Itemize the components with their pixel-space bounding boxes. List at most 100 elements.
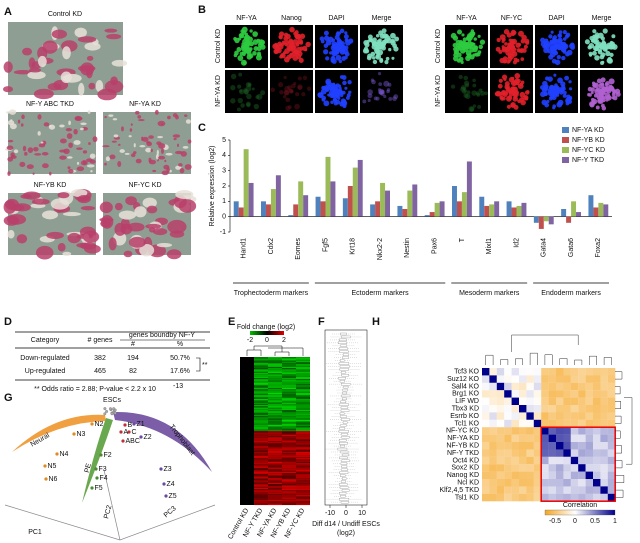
heatmap-cell (504, 464, 512, 472)
nucleus (384, 34, 389, 39)
heatmap-cell (282, 458, 296, 460)
heatmap-cell (296, 407, 310, 409)
heatmap-cell (578, 456, 586, 465)
heatmap-cell (254, 451, 268, 454)
heatmap-cell (600, 427, 608, 435)
nucleus (584, 39, 590, 45)
heatmap-cell (533, 390, 542, 398)
colony (76, 147, 83, 150)
heatmap-cell (296, 442, 310, 444)
pc-point (132, 422, 136, 426)
heatmap-cell (489, 493, 497, 502)
colony (71, 189, 88, 198)
nucleus (549, 51, 556, 58)
nucleus (469, 107, 474, 112)
heatmap-cell (504, 390, 512, 398)
heatmap-cell (526, 456, 534, 465)
heatmap-cell (296, 471, 310, 473)
nucleus (594, 55, 600, 61)
nucleus (484, 91, 488, 96)
heatmap-cell (296, 477, 310, 480)
box (339, 439, 347, 442)
heatmap-cell (282, 357, 296, 359)
heatmap-cell (254, 363, 268, 365)
x-tick-label: Nkx2-2 (377, 238, 384, 260)
heatmap-cell (268, 398, 282, 401)
pc-point (159, 467, 163, 471)
panel-letter: H (372, 316, 380, 328)
heatmap-cell (254, 477, 268, 480)
heatmap-cell (268, 402, 282, 404)
nucleus (611, 96, 615, 100)
colony (130, 123, 133, 126)
heatmap-cell (268, 414, 282, 417)
heatmap-cell (541, 427, 549, 435)
nucleus (270, 87, 276, 93)
heatmap-cell (296, 374, 310, 376)
colony (99, 217, 114, 222)
heatmap-cell (268, 463, 282, 465)
nucleus (556, 54, 561, 60)
footnote: ** Odds ratio = 2.88; P-value < 2.2 x 10 (34, 386, 156, 393)
nucleus (341, 90, 346, 95)
box (340, 382, 351, 386)
heatmap-cell (296, 448, 310, 450)
heatmap-cell (296, 412, 310, 414)
heatmap-cell (282, 369, 296, 371)
heatmap-cell (593, 397, 601, 406)
heatmap-cell (268, 385, 282, 387)
heatmap-cell (282, 411, 296, 413)
row-label: NF-Y TKD (447, 450, 479, 457)
heatmap-cell (511, 464, 520, 472)
nucleus (330, 100, 334, 104)
pc-point (121, 439, 125, 443)
heatmap-cell (254, 490, 268, 492)
heatmap-cell (533, 434, 542, 443)
box (339, 338, 347, 342)
heatmap-cell (556, 412, 564, 420)
nucleus (343, 34, 349, 40)
nucleus (461, 33, 465, 37)
heatmap-cell (296, 486, 310, 488)
bar (352, 167, 358, 217)
heatmap-cell (268, 500, 282, 502)
nucleus (543, 91, 548, 97)
heatmap-cell (268, 369, 282, 371)
nucleus (279, 90, 284, 95)
heatmap-cell (296, 410, 310, 412)
y-tick-label: 4 (222, 152, 226, 159)
legend-label: NF-YB KD (572, 137, 605, 144)
column-header: DAPI (328, 15, 344, 22)
nucleus (514, 73, 521, 79)
nucleus (506, 104, 511, 109)
colony (41, 210, 59, 220)
nucleus (592, 29, 597, 34)
heatmap-cell (282, 377, 296, 380)
heatmap-cell (268, 491, 282, 493)
bar (380, 182, 386, 217)
heatmap-cell (282, 375, 296, 377)
heatmap-cell (254, 359, 268, 361)
heatmap-cell (511, 390, 520, 398)
heatmap-cell (296, 418, 310, 420)
nucleus (344, 51, 350, 57)
heatmap-cell (511, 382, 520, 391)
colony (108, 237, 117, 251)
nucleus (234, 37, 240, 44)
nucleus (335, 41, 342, 47)
box (341, 335, 351, 339)
heatmap-cell (511, 434, 520, 443)
bar (521, 202, 527, 217)
nucleus (463, 80, 470, 86)
colony (63, 148, 70, 155)
box (341, 374, 349, 377)
heatmap-cell (254, 423, 268, 425)
point-label: F4 (100, 475, 108, 482)
heatmap-cell (533, 397, 542, 406)
heatmap-cell (268, 417, 282, 419)
heatmap-cell (254, 392, 268, 395)
heatmap-cell (268, 377, 282, 380)
colony (154, 109, 159, 115)
colony (145, 147, 152, 153)
bar (412, 184, 418, 217)
